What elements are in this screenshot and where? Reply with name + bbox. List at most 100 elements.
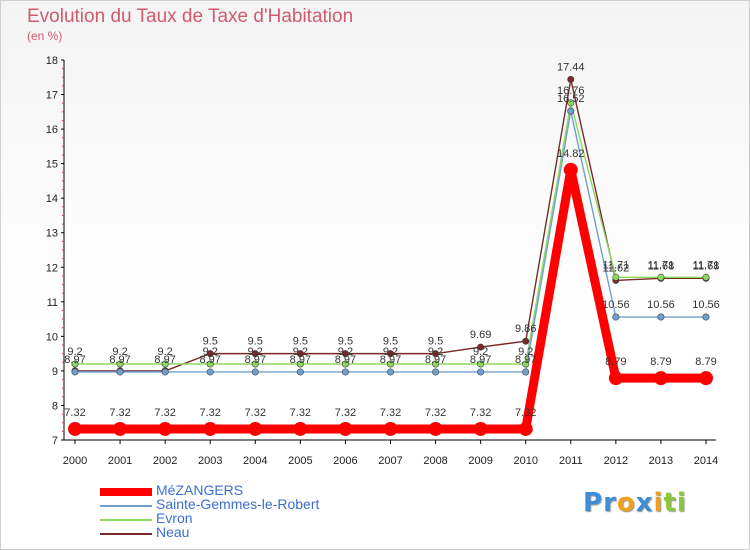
data-label: 8.97 xyxy=(64,354,85,366)
data-label: 7.32 xyxy=(425,407,446,419)
data-label: 11.71 xyxy=(648,259,675,271)
data-label: 9.2 xyxy=(518,346,533,358)
x-tick-label: 2004 xyxy=(243,455,267,467)
data-point xyxy=(116,360,124,368)
data-label: 9.2 xyxy=(203,346,218,358)
data-label: 8.97 xyxy=(515,354,536,366)
data-label: 9.5 xyxy=(428,336,443,348)
data-point xyxy=(341,360,349,368)
x-tick-label: 2014 xyxy=(694,455,718,467)
data-point xyxy=(567,75,575,83)
series-line xyxy=(75,78,706,372)
data-label: 8.79 xyxy=(605,356,626,368)
y-tick-label: 17 xyxy=(46,90,58,102)
y-tick-label: 15 xyxy=(46,159,58,171)
data-label: 11.71 xyxy=(693,259,720,271)
data-point xyxy=(251,368,259,376)
data-point xyxy=(296,360,304,368)
y-tick-label: 12 xyxy=(46,262,58,274)
data-label: 8.97 xyxy=(245,354,266,366)
legend-swatch xyxy=(100,488,152,496)
data-point xyxy=(518,421,533,436)
data-point xyxy=(338,421,353,436)
data-label: 8.97 xyxy=(154,354,175,366)
data-label: 10.56 xyxy=(602,299,630,311)
y-tick-label: 13 xyxy=(46,228,58,240)
data-label: 11.68 xyxy=(693,260,720,272)
data-point xyxy=(116,368,124,376)
data-point xyxy=(702,313,710,321)
data-label: 7.32 xyxy=(380,407,401,419)
x-tick-label: 2012 xyxy=(604,455,628,467)
data-label: 8.79 xyxy=(650,356,671,368)
data-label: 11.68 xyxy=(648,260,675,272)
data-label: 9.2 xyxy=(338,346,353,358)
data-label: 10.56 xyxy=(692,299,720,311)
data-label: 7.32 xyxy=(154,407,175,419)
data-label: 8.97 xyxy=(290,354,311,366)
data-label: 7.32 xyxy=(290,407,311,419)
data-point xyxy=(477,368,485,376)
data-label: 9.5 xyxy=(293,336,308,348)
data-point xyxy=(206,360,214,368)
x-tick-label: 2005 xyxy=(288,455,312,467)
y-tick-label: 14 xyxy=(46,193,58,205)
data-point xyxy=(657,273,665,281)
data-label: 9.5 xyxy=(248,336,263,348)
legend-swatch xyxy=(100,533,152,535)
data-label: 9.2 xyxy=(383,346,398,358)
data-label: 9.2 xyxy=(248,346,263,358)
y-axis-label: (en %) xyxy=(27,29,63,43)
x-tick-label: 2011 xyxy=(559,455,583,467)
x-tick-label: 2008 xyxy=(423,455,447,467)
data-point xyxy=(293,421,308,436)
logo-letter: P xyxy=(583,488,604,518)
data-point xyxy=(248,421,263,436)
series-points xyxy=(68,75,713,436)
data-point xyxy=(699,371,713,386)
data-point xyxy=(432,350,440,358)
data-point xyxy=(203,421,218,436)
data-point xyxy=(563,162,578,177)
data-point xyxy=(158,421,173,436)
data-point xyxy=(383,421,398,436)
data-label: 8.97 xyxy=(425,354,446,366)
data-label: 10.56 xyxy=(647,299,675,311)
data-label: 14.82 xyxy=(557,148,585,160)
logo-letter: o xyxy=(616,488,636,518)
data-point xyxy=(612,313,620,321)
logo-letter: i xyxy=(676,488,687,518)
data-label: 8.97 xyxy=(335,354,356,366)
data-point xyxy=(702,273,710,281)
legend-swatch xyxy=(100,519,152,521)
y-tick-label: 16 xyxy=(46,124,58,136)
data-label: 7.32 xyxy=(200,407,221,419)
legend-label: Sainte-Gemmes-le-Robert xyxy=(156,496,320,512)
data-point xyxy=(653,371,668,386)
data-point xyxy=(522,360,530,368)
data-label: 11.62 xyxy=(602,262,629,274)
x-tick-label: 2010 xyxy=(513,455,537,467)
y-tick-label: 8 xyxy=(52,400,58,412)
chart-title: Evolution du Taux de Taxe d'Habitation xyxy=(27,6,354,27)
data-label: 9.86 xyxy=(515,323,536,335)
data-point xyxy=(296,350,304,358)
series-line xyxy=(75,102,706,365)
y-tick-label: 18 xyxy=(46,55,58,67)
x-tick-label: 2000 xyxy=(63,455,87,467)
data-label: 7.32 xyxy=(515,407,536,419)
logo-letter: r xyxy=(603,488,617,518)
data-point xyxy=(251,350,259,358)
y-tick-label: 11 xyxy=(47,297,58,309)
logo-letter: t xyxy=(663,488,677,518)
data-point xyxy=(477,360,485,368)
x-tick-label: 2006 xyxy=(333,455,357,467)
legend-swatch xyxy=(100,505,152,507)
data-label: 16.52 xyxy=(557,93,585,105)
data-label: 8.79 xyxy=(695,356,716,368)
data-label: 9.2 xyxy=(67,346,82,358)
data-point xyxy=(432,368,440,376)
logo-letter: x xyxy=(635,488,654,518)
